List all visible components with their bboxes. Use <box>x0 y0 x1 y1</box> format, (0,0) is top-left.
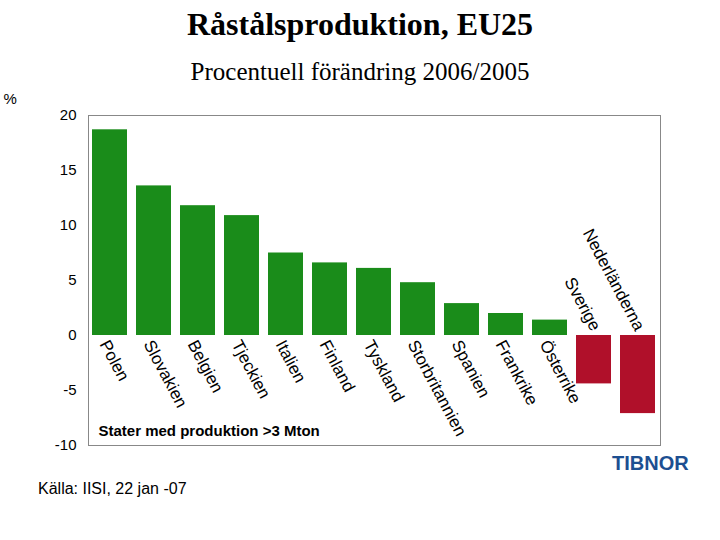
svg-text:%: % <box>4 90 17 107</box>
html-text:TIBNOR: TIBNOR <box>612 452 689 474</box>
html-text:Källa: IISI, 22 jan -07: Källa: IISI, 22 jan -07 <box>38 480 187 497</box>
svg-text:Tyskland: Tyskland <box>360 337 408 405</box>
svg-text:15: 15 <box>60 161 77 178</box>
svg-text:Frankrike: Frankrike <box>492 337 542 408</box>
svg-text:20: 20 <box>60 106 77 123</box>
svg-text:Stater med produktion >3 Mton: Stater med produktion >3 Mton <box>99 422 320 439</box>
svg-text:Spanien: Spanien <box>448 337 494 401</box>
svg-text:Tjeckien: Tjeckien <box>228 337 274 402</box>
svg-text:Belgien: Belgien <box>184 337 227 396</box>
svg-text:Polen: Polen <box>96 337 133 384</box>
svg-text:Finland: Finland <box>316 337 359 395</box>
svg-text:5: 5 <box>68 271 76 288</box>
svg-text:0: 0 <box>68 326 76 343</box>
svg-text:Storbritannien: Storbritannien <box>403 337 471 440</box>
html-text:Procentuell förändring 2006/20: Procentuell förändring 2006/2005 <box>190 58 530 85</box>
svg-text:Sverige: Sverige <box>561 274 605 334</box>
svg-text:-10: -10 <box>55 436 77 453</box>
svg-text:Italien: Italien <box>272 337 310 386</box>
html-text:Råstålsproduktion, EU25: Råstålsproduktion, EU25 <box>186 6 534 42</box>
svg-text:Nederländerna: Nederländerna <box>579 226 649 335</box>
svg-text:-5: -5 <box>63 381 76 398</box>
svg-text:Österrike: Österrike <box>536 337 585 407</box>
svg-text:10: 10 <box>60 216 77 233</box>
svg-text:Slovakien: Slovakien <box>140 337 191 411</box>
